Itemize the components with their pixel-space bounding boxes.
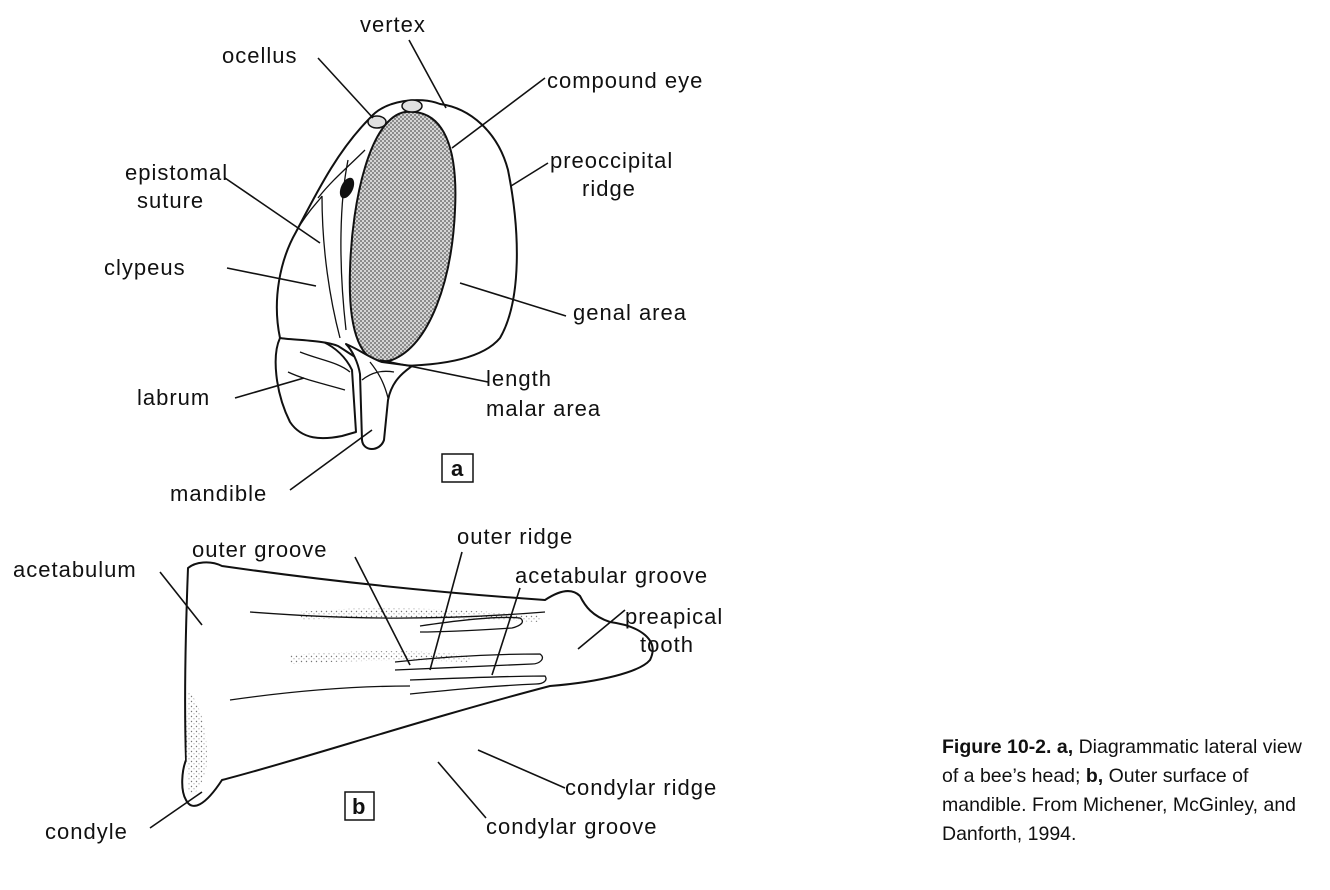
label-genal-area: genal area [573, 300, 687, 325]
labrum-shape [274, 334, 357, 440]
label-vertex: vertex [360, 12, 426, 37]
label-compound-eye: compound eye [547, 68, 703, 93]
head-drawing [274, 99, 518, 450]
panel-a-box [441, 453, 474, 483]
mandible-body [181, 561, 654, 807]
panel-b-box [344, 791, 375, 821]
label-condylar-ridge: condylar ridge [565, 775, 717, 800]
acetabular-groove-shape [419, 616, 524, 633]
label-clypeus: clypeus [104, 255, 186, 280]
panel-a-labels: vertex ocellus compound eye epistomal su… [104, 12, 703, 506]
ocellus-shape [367, 115, 387, 129]
panel-a-tag: a [451, 456, 464, 481]
condylar-ridge-shape [409, 675, 547, 695]
label-suture: suture [137, 188, 204, 213]
label-condyle: condyle [45, 819, 128, 844]
label-outer-groove: outer groove [192, 537, 328, 562]
label-length: length [486, 366, 552, 391]
caption-b-tag: b, [1085, 765, 1104, 787]
label-mandible: mandible [170, 481, 267, 506]
label-ocellus: ocellus [222, 43, 297, 68]
panel-b-tag: b [352, 794, 365, 819]
mandible-shape-a [345, 343, 413, 450]
label-tooth: tooth [640, 632, 694, 657]
label-condylar-groove: condylar groove [486, 814, 658, 839]
label-outer-ridge: outer ridge [457, 524, 573, 549]
label-preoccipital: preoccipital [550, 148, 673, 173]
panel-b-labels: acetabulum outer groove outer ridge acet… [13, 524, 723, 844]
mandible-drawing [181, 561, 654, 807]
ocellus-shape-2 [401, 99, 423, 113]
caption-figure-label: Figure 10-2. [942, 736, 1052, 758]
label-acetabular-groove: acetabular groove [515, 563, 708, 588]
label-ridge: ridge [582, 176, 636, 201]
antennal-socket [339, 177, 355, 199]
label-preapical: preapical [625, 604, 723, 629]
caption-a-tag: a, [1056, 736, 1074, 758]
base-shading [186, 690, 207, 794]
label-acetabulum: acetabulum [13, 557, 137, 582]
panel-a-leaders [224, 39, 567, 491]
figure-caption: Figure 10-2. a, Diagrammatic lateral vie… [942, 733, 1322, 849]
caption-b-text: Outer surface of mandible. From Michener… [942, 765, 1297, 845]
label-labrum: labrum [137, 385, 210, 410]
panel-b-leaders [149, 551, 626, 829]
outer-groove-shape [394, 653, 544, 671]
caption-a-text: Diagrammatic lateral view of a bee’s hea… [942, 736, 1302, 787]
label-epistomal: epistomal [125, 160, 228, 185]
label-malar-area: malar area [486, 396, 601, 421]
compound-eye-shape [348, 110, 457, 363]
